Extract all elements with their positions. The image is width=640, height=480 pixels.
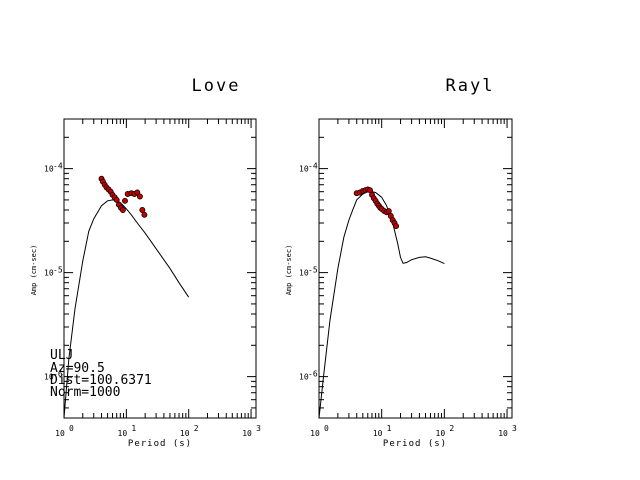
rayl-x-tick-exponent: 2 xyxy=(449,424,454,433)
love-x-tick-exponent: 0 xyxy=(69,424,74,433)
rayl-x-tick-exponent: 3 xyxy=(512,424,517,433)
love-x-tick-exponent: 3 xyxy=(256,424,261,433)
rayl-y-tick-exponent: -6 xyxy=(308,370,318,379)
love-y-tick-label: 10 xyxy=(44,269,54,278)
rayl-series xyxy=(318,186,445,419)
rayl-plot-frame xyxy=(318,118,513,419)
rayl-x-tick-exponent: 1 xyxy=(387,424,392,433)
love-x-axis-label: Period (s) xyxy=(128,439,192,449)
love-y-tick-labels: 10-410-510-6 xyxy=(44,162,63,382)
love-data-point xyxy=(139,207,146,213)
love-x-tick-label: 10 xyxy=(242,429,252,438)
rayl-model-curve xyxy=(318,191,445,419)
rayl-title: Rayl xyxy=(446,76,495,96)
rayl-data-point xyxy=(385,208,392,215)
love-x-tick-label: 10 xyxy=(55,429,65,438)
rayl-axis-ticks xyxy=(318,119,512,419)
love-data-point xyxy=(134,189,141,196)
rayl-y-tick-label: 10 xyxy=(299,269,309,278)
rayl-y-tick-exponent: -5 xyxy=(308,266,318,275)
love-y-axis-label: Amp (cm-sec) xyxy=(30,245,38,296)
love-data-point xyxy=(136,193,143,200)
love-y-tick-exponent: -5 xyxy=(53,266,63,275)
love-title: Love xyxy=(192,76,241,96)
rayl-y-tick-label: 10 xyxy=(299,165,309,174)
love-y-tick-exponent: -6 xyxy=(53,370,63,379)
love-x-tick-exponent: 2 xyxy=(194,424,199,433)
love-data-point xyxy=(113,196,120,203)
love-series xyxy=(63,175,190,419)
rayl-x-tick-label: 10 xyxy=(373,429,383,438)
love-x-tick-label: 10 xyxy=(180,429,190,438)
love-y-tick-label: 10 xyxy=(44,373,54,382)
station-info: ULJ Az=90.5 Dist=100.6371 Norm=1000 xyxy=(50,348,152,400)
love-data-point xyxy=(141,211,148,218)
station-name: ULJ xyxy=(50,348,73,363)
rayl-x-tick-exponent: 0 xyxy=(324,424,329,433)
love-y-tick-label: 10 xyxy=(44,165,54,174)
love-x-tick-exponent: 1 xyxy=(131,424,136,433)
rayl-x-tick-label: 10 xyxy=(498,429,508,438)
rayl-x-tick-label: 10 xyxy=(436,429,446,438)
love-data-point xyxy=(122,197,128,204)
rayl-y-tick-exponent: -4 xyxy=(308,162,318,171)
rayl-x-tick-label: 10 xyxy=(310,429,320,438)
distance-label: Dist=100.6371 xyxy=(50,373,152,388)
love-x-tick-label: 10 xyxy=(118,429,128,438)
love-plot-frame xyxy=(63,118,257,419)
rayl-y-axis-label: Amp (cm-sec) xyxy=(285,245,293,296)
rayl-y-tick-label: 10 xyxy=(299,373,309,382)
rayl-y-tick-labels: 10-410-510-6 xyxy=(299,162,318,382)
love-y-tick-exponent: -4 xyxy=(53,162,63,171)
rayl-x-axis-label: Period (s) xyxy=(383,439,447,449)
love-axis-ticks xyxy=(63,119,256,419)
love-data-point xyxy=(119,207,126,213)
rayl-data-point xyxy=(393,223,400,230)
norm-label: Norm=1000 xyxy=(50,385,120,400)
azimuth-label: Az=90.5 xyxy=(50,361,105,376)
